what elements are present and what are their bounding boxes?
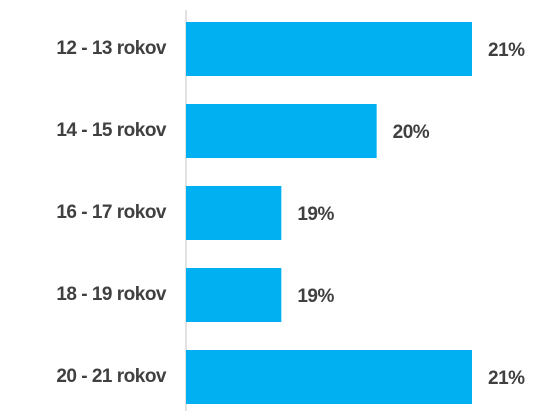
category-label: 18 - 19 rokov [56,284,167,305]
bar [186,350,472,404]
bar [186,22,472,76]
value-label: 19% [297,286,334,307]
value-label: 19% [297,204,334,225]
category-label: 16 - 17 rokov [56,202,167,223]
value-label: 20% [393,122,430,143]
category-label: 12 - 13 rokov [56,38,167,59]
bar [186,268,282,322]
category-label: 14 - 15 rokov [56,120,167,141]
category-label: 20 - 21 rokov [56,366,167,387]
value-label: 21% [488,368,525,389]
value-label: 21% [488,40,525,61]
bar [186,104,377,158]
bar [186,186,282,240]
